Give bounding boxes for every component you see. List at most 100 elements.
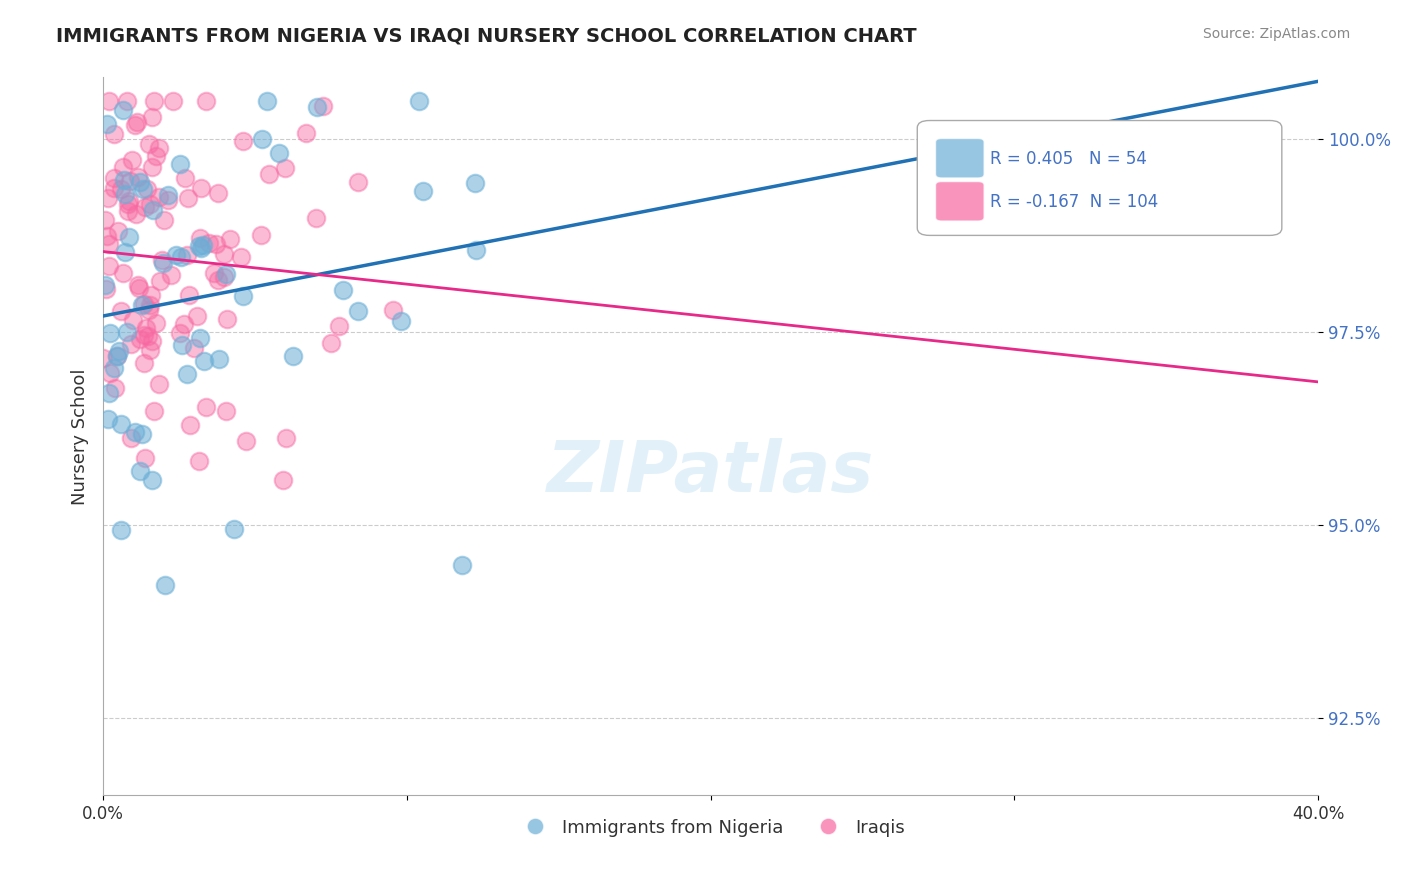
- Legend: Immigrants from Nigeria, Iraqis: Immigrants from Nigeria, Iraqis: [509, 812, 912, 844]
- Point: [148, 190, 170, 204]
- Point: [179, 288, 201, 302]
- Point: [162, 94, 184, 108]
- Point: [115, 326, 138, 340]
- Point: [134, 321, 156, 335]
- Point: [295, 126, 318, 140]
- Point: [148, 273, 170, 287]
- Point: [190, 181, 212, 195]
- Point: [381, 303, 404, 318]
- Point: [138, 302, 160, 317]
- Point: [267, 146, 290, 161]
- Text: R = -0.167  N = 104: R = -0.167 N = 104: [990, 193, 1159, 211]
- Point: [94, 213, 117, 227]
- Point: [305, 211, 328, 225]
- Point: [188, 454, 211, 468]
- Point: [96, 229, 118, 244]
- Point: [235, 434, 257, 448]
- Point: [173, 317, 195, 331]
- Point: [143, 94, 166, 108]
- Point: [136, 329, 159, 343]
- Point: [250, 132, 273, 146]
- Point: [131, 298, 153, 312]
- Point: [152, 256, 174, 270]
- Point: [194, 94, 217, 108]
- Point: [117, 203, 139, 218]
- Point: [257, 167, 280, 181]
- Point: [464, 243, 486, 257]
- Point: [215, 311, 238, 326]
- Point: [274, 431, 297, 445]
- Point: [115, 94, 138, 108]
- Point: [132, 297, 155, 311]
- Point: [142, 203, 165, 218]
- Point: [105, 349, 128, 363]
- Point: [205, 237, 228, 252]
- Point: [118, 194, 141, 208]
- Point: [160, 268, 183, 282]
- Point: [312, 99, 335, 113]
- Point: [188, 330, 211, 344]
- Point: [215, 267, 238, 281]
- Point: [170, 250, 193, 264]
- Point: [232, 289, 254, 303]
- Point: [114, 173, 136, 187]
- Point: [152, 212, 174, 227]
- Text: R = 0.405   N = 54: R = 0.405 N = 54: [990, 150, 1147, 168]
- Point: [186, 309, 208, 323]
- Point: [319, 336, 342, 351]
- Point: [134, 451, 156, 466]
- Point: [111, 266, 134, 280]
- Point: [274, 161, 297, 175]
- Point: [117, 229, 139, 244]
- Point: [141, 334, 163, 348]
- Point: [232, 134, 254, 148]
- Point: [190, 241, 212, 255]
- Point: [148, 377, 170, 392]
- Point: [124, 425, 146, 439]
- Point: [177, 190, 200, 204]
- FancyBboxPatch shape: [917, 120, 1282, 235]
- Point: [108, 343, 131, 358]
- Text: ZIPatlas: ZIPatlas: [547, 438, 875, 507]
- Point: [207, 351, 229, 366]
- FancyBboxPatch shape: [935, 182, 984, 221]
- Point: [188, 231, 211, 245]
- Point: [169, 326, 191, 340]
- Point: [98, 385, 121, 400]
- Point: [114, 186, 136, 201]
- Point: [176, 367, 198, 381]
- Point: [194, 400, 217, 414]
- Point: [347, 303, 370, 318]
- Point: [110, 182, 132, 196]
- Point: [134, 200, 156, 214]
- FancyBboxPatch shape: [935, 138, 984, 178]
- Point: [463, 176, 485, 190]
- Point: [131, 426, 153, 441]
- Point: [193, 354, 215, 368]
- Point: [136, 181, 159, 195]
- Point: [332, 283, 354, 297]
- Point: [120, 337, 142, 351]
- Point: [141, 111, 163, 125]
- Point: [100, 366, 122, 380]
- Point: [139, 343, 162, 358]
- Point: [120, 174, 142, 188]
- Point: [94, 277, 117, 292]
- Point: [156, 187, 179, 202]
- Point: [97, 191, 120, 205]
- Point: [256, 94, 278, 108]
- Point: [139, 288, 162, 302]
- Point: [169, 156, 191, 170]
- Point: [141, 473, 163, 487]
- Point: [346, 175, 368, 189]
- Point: [197, 236, 219, 251]
- Point: [145, 316, 167, 330]
- Point: [281, 349, 304, 363]
- Point: [132, 327, 155, 342]
- Point: [145, 149, 167, 163]
- Point: [121, 153, 143, 167]
- Point: [128, 175, 150, 189]
- Point: [110, 523, 132, 537]
- Point: [214, 403, 236, 417]
- Point: [219, 232, 242, 246]
